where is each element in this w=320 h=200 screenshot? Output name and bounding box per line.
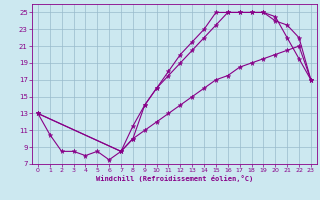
X-axis label: Windchill (Refroidissement éolien,°C): Windchill (Refroidissement éolien,°C)	[96, 175, 253, 182]
